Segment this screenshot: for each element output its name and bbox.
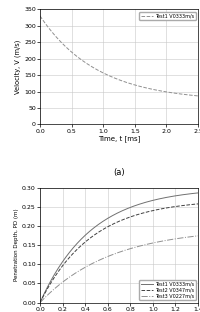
Y-axis label: Penetration Depth, PD (m): Penetration Depth, PD (m) (14, 209, 19, 281)
Test2 V0347m/s (172, 205, 174, 209)
Test2 V0347m/s (132, 214, 135, 218)
Test1 V0333m/s (133, 204, 135, 208)
Test3 V0227m/s (133, 246, 135, 250)
Test3 V0227m/s (197, 234, 199, 238)
Test1 V0333m/s (182, 193, 184, 197)
Test3 V0227m/s (39, 301, 41, 305)
Test1 V0333m/s (39, 301, 41, 305)
Y-axis label: Velocity, V (m/s): Velocity, V (m/s) (15, 40, 21, 94)
Test1 V0333m/s (132, 204, 135, 208)
Line: Test1 V0333m/s: Test1 V0333m/s (40, 193, 198, 303)
Test2 V0347m/s (182, 204, 184, 207)
Legend: Test1 V0333m/s: Test1 V0333m/s (139, 12, 196, 20)
Test2 V0347m/s (39, 300, 42, 304)
Line: Test3 V0227m/s: Test3 V0227m/s (40, 236, 198, 303)
Test1 V0333m/s (172, 194, 174, 198)
Legend: Test1 V0333m/s, Test2 V0347m/s, Test3 V0227m/s: Test1 V0333m/s, Test2 V0347m/s, Test3 V0… (139, 280, 196, 300)
Test3 V0227m/s (172, 237, 174, 241)
Test3 V0227m/s (182, 236, 184, 240)
Test2 V0347m/s (133, 214, 135, 217)
Test1 V0333m/s (136, 203, 138, 207)
Test2 V0347m/s (136, 213, 138, 217)
X-axis label: Time, t [ms]: Time, t [ms] (98, 135, 140, 142)
Test3 V0227m/s (136, 245, 138, 249)
Test2 V0347m/s (197, 202, 199, 206)
Test3 V0227m/s (39, 300, 42, 304)
Test3 V0227m/s (132, 246, 135, 250)
Line: Test2 V0347m/s: Test2 V0347m/s (40, 204, 198, 303)
Test1 V0333m/s (197, 191, 199, 195)
Test1 V0333m/s (39, 300, 42, 303)
Text: (a): (a) (113, 168, 125, 177)
Test2 V0347m/s (39, 301, 41, 305)
